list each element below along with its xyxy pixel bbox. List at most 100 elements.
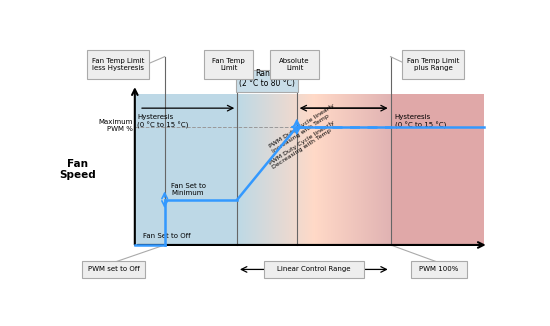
Bar bbox=[286, 94, 287, 245]
Bar bbox=[368, 94, 369, 245]
Bar bbox=[291, 94, 292, 245]
Bar bbox=[253, 94, 254, 245]
Bar bbox=[274, 94, 276, 245]
Bar bbox=[264, 94, 265, 245]
Bar bbox=[310, 94, 311, 245]
Text: Fan Temp Limit
less Hysteresis: Fan Temp Limit less Hysteresis bbox=[92, 58, 144, 71]
Bar bbox=[276, 94, 277, 245]
Bar bbox=[247, 94, 248, 245]
Bar bbox=[312, 94, 313, 245]
Bar bbox=[283, 94, 284, 245]
Bar bbox=[243, 94, 244, 245]
Bar bbox=[314, 94, 315, 245]
Bar bbox=[257, 94, 258, 245]
Text: PWM Duty Cycle linearly
Increasing with Temp: PWM Duty Cycle linearly Increasing with … bbox=[268, 103, 339, 154]
Bar bbox=[383, 94, 384, 245]
Bar bbox=[348, 94, 349, 245]
Bar bbox=[326, 94, 327, 245]
Bar bbox=[339, 94, 340, 245]
Bar bbox=[345, 94, 346, 245]
Bar bbox=[385, 94, 386, 245]
Bar bbox=[299, 94, 300, 245]
Text: PWM 100%: PWM 100% bbox=[419, 266, 458, 273]
Bar bbox=[350, 94, 351, 245]
Bar bbox=[260, 94, 261, 245]
Text: Temperature: Temperature bbox=[272, 261, 347, 271]
FancyBboxPatch shape bbox=[270, 50, 320, 79]
Bar bbox=[370, 94, 371, 245]
Bar bbox=[287, 94, 288, 245]
FancyBboxPatch shape bbox=[82, 260, 145, 278]
Bar bbox=[316, 94, 317, 245]
Bar bbox=[297, 94, 298, 245]
Bar bbox=[357, 94, 358, 245]
Bar bbox=[244, 94, 245, 245]
Bar bbox=[280, 94, 281, 245]
Bar bbox=[311, 94, 312, 245]
Bar bbox=[330, 94, 331, 245]
Bar bbox=[379, 94, 380, 245]
Bar bbox=[322, 94, 323, 245]
Bar bbox=[346, 94, 347, 245]
Bar bbox=[369, 94, 370, 245]
Bar bbox=[334, 94, 336, 245]
Bar bbox=[271, 94, 272, 245]
Bar bbox=[319, 94, 320, 245]
Bar bbox=[353, 94, 354, 245]
Bar bbox=[305, 94, 306, 245]
Bar bbox=[373, 94, 375, 245]
Bar bbox=[377, 94, 378, 245]
Bar bbox=[239, 94, 240, 245]
Bar bbox=[352, 94, 353, 245]
Text: Fan Temp Limit
plus Range: Fan Temp Limit plus Range bbox=[407, 58, 459, 71]
Bar bbox=[381, 94, 382, 245]
Bar bbox=[266, 94, 267, 245]
Bar bbox=[245, 94, 246, 245]
Text: Absolute
Limit: Absolute Limit bbox=[279, 58, 310, 71]
Bar bbox=[263, 94, 264, 245]
Bar bbox=[277, 94, 278, 245]
Bar bbox=[363, 94, 364, 245]
Bar bbox=[250, 94, 251, 245]
Bar bbox=[309, 94, 310, 245]
Bar bbox=[284, 94, 285, 245]
Bar bbox=[251, 94, 252, 245]
Bar bbox=[318, 94, 319, 245]
Bar bbox=[347, 94, 348, 245]
FancyBboxPatch shape bbox=[263, 260, 364, 278]
Text: Maximum
PWM %: Maximum PWM % bbox=[98, 119, 133, 132]
Bar bbox=[329, 94, 330, 245]
Bar bbox=[248, 94, 249, 245]
FancyBboxPatch shape bbox=[411, 260, 466, 278]
Bar bbox=[304, 94, 305, 245]
Bar bbox=[344, 94, 345, 245]
Text: Fan Set to
Minimum: Fan Set to Minimum bbox=[171, 183, 206, 196]
FancyBboxPatch shape bbox=[402, 50, 464, 79]
Bar bbox=[332, 94, 333, 245]
Bar bbox=[258, 94, 260, 245]
Bar bbox=[246, 94, 247, 245]
Bar bbox=[380, 94, 381, 245]
Bar bbox=[273, 94, 274, 245]
Text: Linear Control Range: Linear Control Range bbox=[277, 266, 350, 273]
FancyBboxPatch shape bbox=[204, 50, 254, 79]
Bar bbox=[282, 94, 283, 245]
Bar bbox=[390, 94, 485, 245]
Bar bbox=[295, 94, 296, 245]
FancyBboxPatch shape bbox=[236, 70, 298, 92]
Text: Range
(2 °C to 80 °C): Range (2 °C to 80 °C) bbox=[239, 69, 295, 88]
Text: Fan Set to Off: Fan Set to Off bbox=[144, 233, 191, 239]
Bar bbox=[261, 94, 262, 245]
Bar bbox=[372, 94, 373, 245]
Bar bbox=[238, 94, 239, 245]
Bar bbox=[367, 94, 369, 245]
Bar bbox=[355, 94, 356, 245]
Bar bbox=[306, 94, 307, 245]
Bar bbox=[328, 94, 329, 245]
Bar bbox=[289, 94, 290, 245]
Bar bbox=[361, 94, 362, 245]
Bar bbox=[371, 94, 372, 245]
Bar bbox=[288, 94, 289, 245]
Bar bbox=[386, 94, 387, 245]
Bar bbox=[302, 94, 303, 245]
